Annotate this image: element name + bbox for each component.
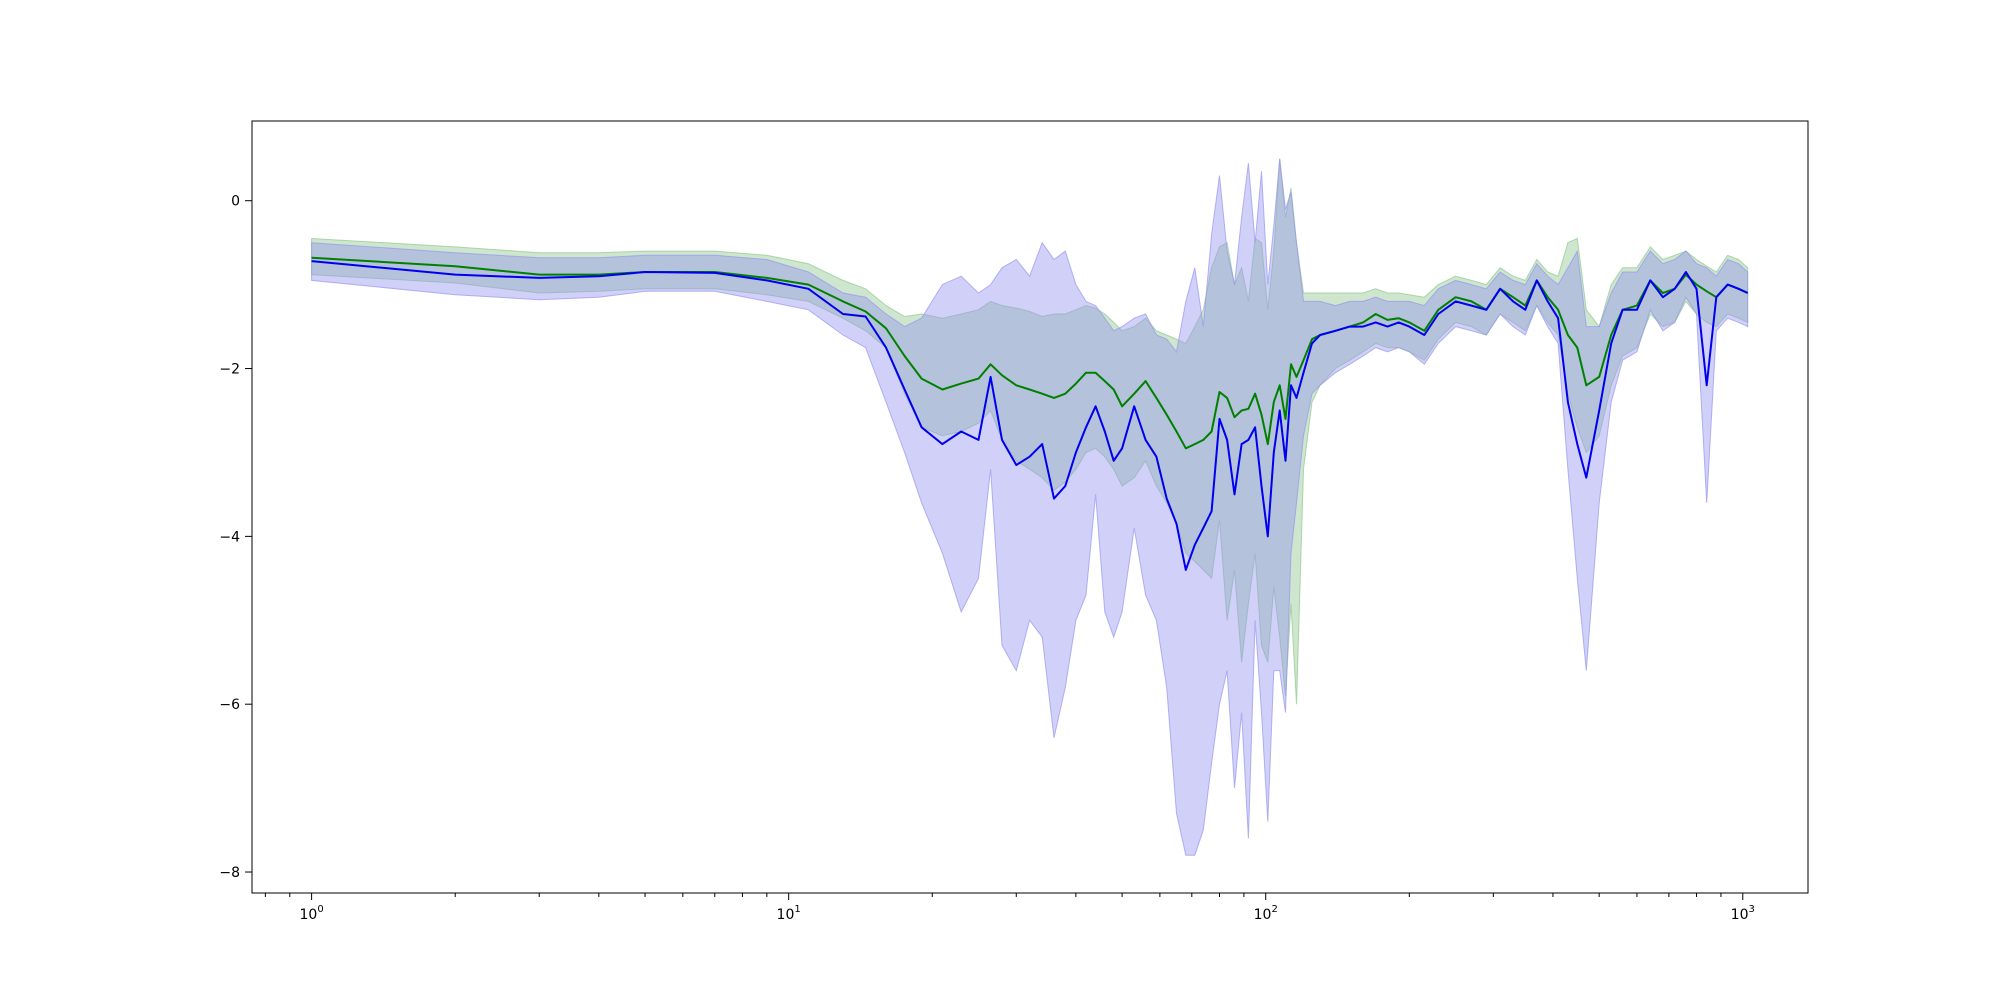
x-tick-label: 102 [1254, 904, 1278, 923]
x-tick-label: 100 [300, 904, 324, 923]
y-tick-label: −6 [219, 697, 240, 713]
y-tick-label: 0 [231, 194, 240, 210]
x-axis: 100 101 102 103 [264, 893, 1755, 923]
series-lines [311, 256, 1749, 571]
y-tick-label: −4 [219, 529, 240, 545]
series-2-line [311, 260, 1749, 571]
series-1-line [311, 256, 1749, 450]
series-2-band [311, 158, 1749, 856]
y-tick-label: −2 [219, 362, 240, 378]
x-tick-label: 103 [1731, 904, 1755, 923]
y-axis: 0 −2 −4 −6 −8 [219, 194, 252, 881]
y-tick-label: −8 [219, 865, 240, 881]
plot-area-frame [251, 120, 1809, 894]
confidence-bands [311, 158, 1749, 856]
x-tick-label: 101 [777, 904, 801, 923]
